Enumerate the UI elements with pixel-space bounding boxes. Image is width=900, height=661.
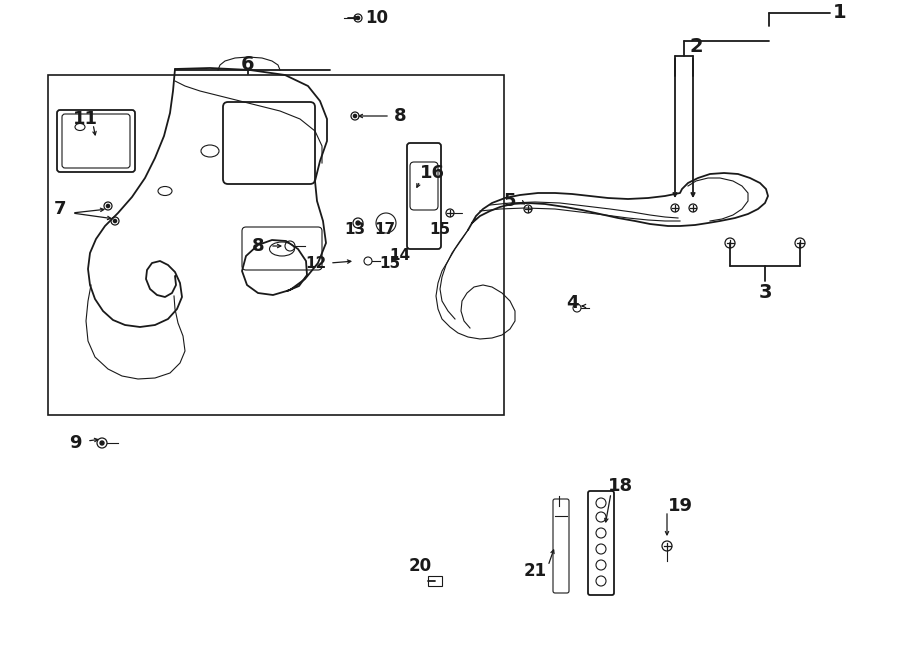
Text: 19: 19 (668, 497, 692, 515)
Text: 8: 8 (252, 237, 265, 255)
Text: 9: 9 (68, 434, 81, 452)
Text: 15: 15 (429, 221, 451, 237)
Circle shape (354, 114, 356, 118)
Text: 21: 21 (524, 562, 546, 580)
Text: 6: 6 (241, 54, 255, 73)
Circle shape (356, 17, 360, 20)
Bar (428, 576, 442, 586)
Text: 7: 7 (54, 200, 67, 218)
Text: 4: 4 (566, 294, 578, 312)
Text: 14: 14 (390, 249, 410, 264)
Text: 20: 20 (409, 557, 432, 575)
Text: 3: 3 (758, 284, 772, 303)
Text: 12: 12 (305, 256, 327, 270)
Bar (48, 75, 504, 415)
Text: 8: 8 (393, 107, 406, 125)
Text: 2: 2 (689, 36, 703, 56)
Text: 17: 17 (374, 221, 396, 237)
Circle shape (356, 221, 360, 225)
Circle shape (106, 204, 110, 208)
Text: 10: 10 (365, 9, 389, 27)
Text: 1: 1 (833, 3, 847, 22)
Circle shape (100, 441, 104, 445)
Text: 5: 5 (504, 192, 517, 210)
Text: 16: 16 (419, 164, 445, 182)
Text: 11: 11 (73, 110, 97, 128)
Text: 13: 13 (345, 221, 365, 237)
Circle shape (113, 219, 117, 223)
Text: 15: 15 (380, 256, 400, 270)
Text: 18: 18 (608, 477, 633, 495)
